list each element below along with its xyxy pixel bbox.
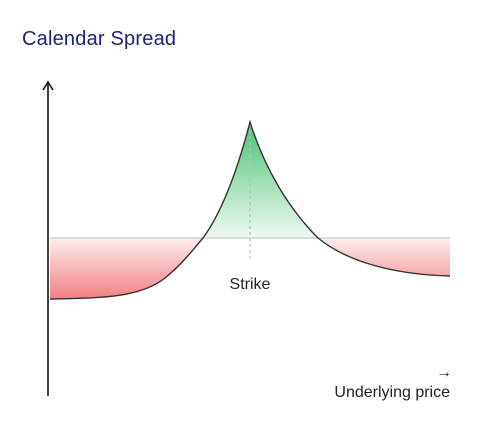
x-axis-label: Underlying price [334, 384, 450, 401]
diagram-title: Calendar Spread [22, 28, 177, 50]
profit-region [203, 122, 318, 238]
loss-region-left [50, 238, 203, 299]
y-axis-arrow-icon [42, 80, 54, 91]
payoff-curve [49, 119, 451, 300]
loss-region-right [318, 238, 450, 276]
strike-label: Strike [230, 276, 271, 293]
x-axis-arrow-icon: → [436, 364, 452, 381]
